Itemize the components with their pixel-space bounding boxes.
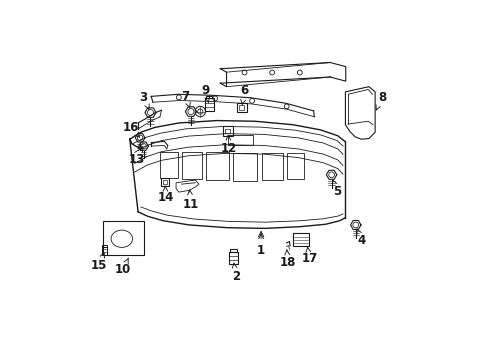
Text: 6: 6 [240, 84, 248, 104]
Bar [160, 152, 178, 178]
Text: 11: 11 [183, 190, 199, 211]
Bar [181, 152, 201, 179]
Text: 3: 3 [139, 91, 149, 109]
Text: 4: 4 [356, 229, 366, 247]
Bar [292, 233, 309, 246]
Bar [206, 152, 228, 180]
Text: 18: 18 [279, 250, 295, 269]
Bar [230, 249, 236, 252]
Text: 13: 13 [128, 147, 144, 166]
Bar [225, 129, 230, 133]
Bar [204, 98, 213, 111]
Text: 17: 17 [301, 247, 317, 265]
Bar [102, 247, 107, 255]
Text: 14: 14 [157, 186, 174, 204]
Bar [223, 126, 232, 136]
Bar [102, 245, 106, 247]
Bar [261, 153, 282, 180]
Text: 1: 1 [257, 234, 264, 257]
Bar [228, 252, 237, 264]
Bar [103, 221, 144, 255]
Bar [227, 135, 252, 145]
Bar [236, 103, 246, 112]
Text: 8: 8 [375, 91, 386, 110]
Bar [239, 105, 244, 110]
Text: 12: 12 [221, 135, 237, 155]
Bar [286, 153, 304, 179]
Text: 15: 15 [90, 253, 106, 272]
Bar [233, 153, 256, 181]
Text: 7: 7 [182, 90, 190, 108]
Bar [206, 96, 212, 98]
Bar [163, 180, 167, 184]
Text: 5: 5 [332, 179, 341, 198]
Text: 10: 10 [115, 258, 131, 276]
Bar [161, 177, 169, 186]
Text: 2: 2 [231, 263, 240, 283]
Text: 9: 9 [201, 84, 209, 103]
Text: 16: 16 [122, 121, 139, 137]
